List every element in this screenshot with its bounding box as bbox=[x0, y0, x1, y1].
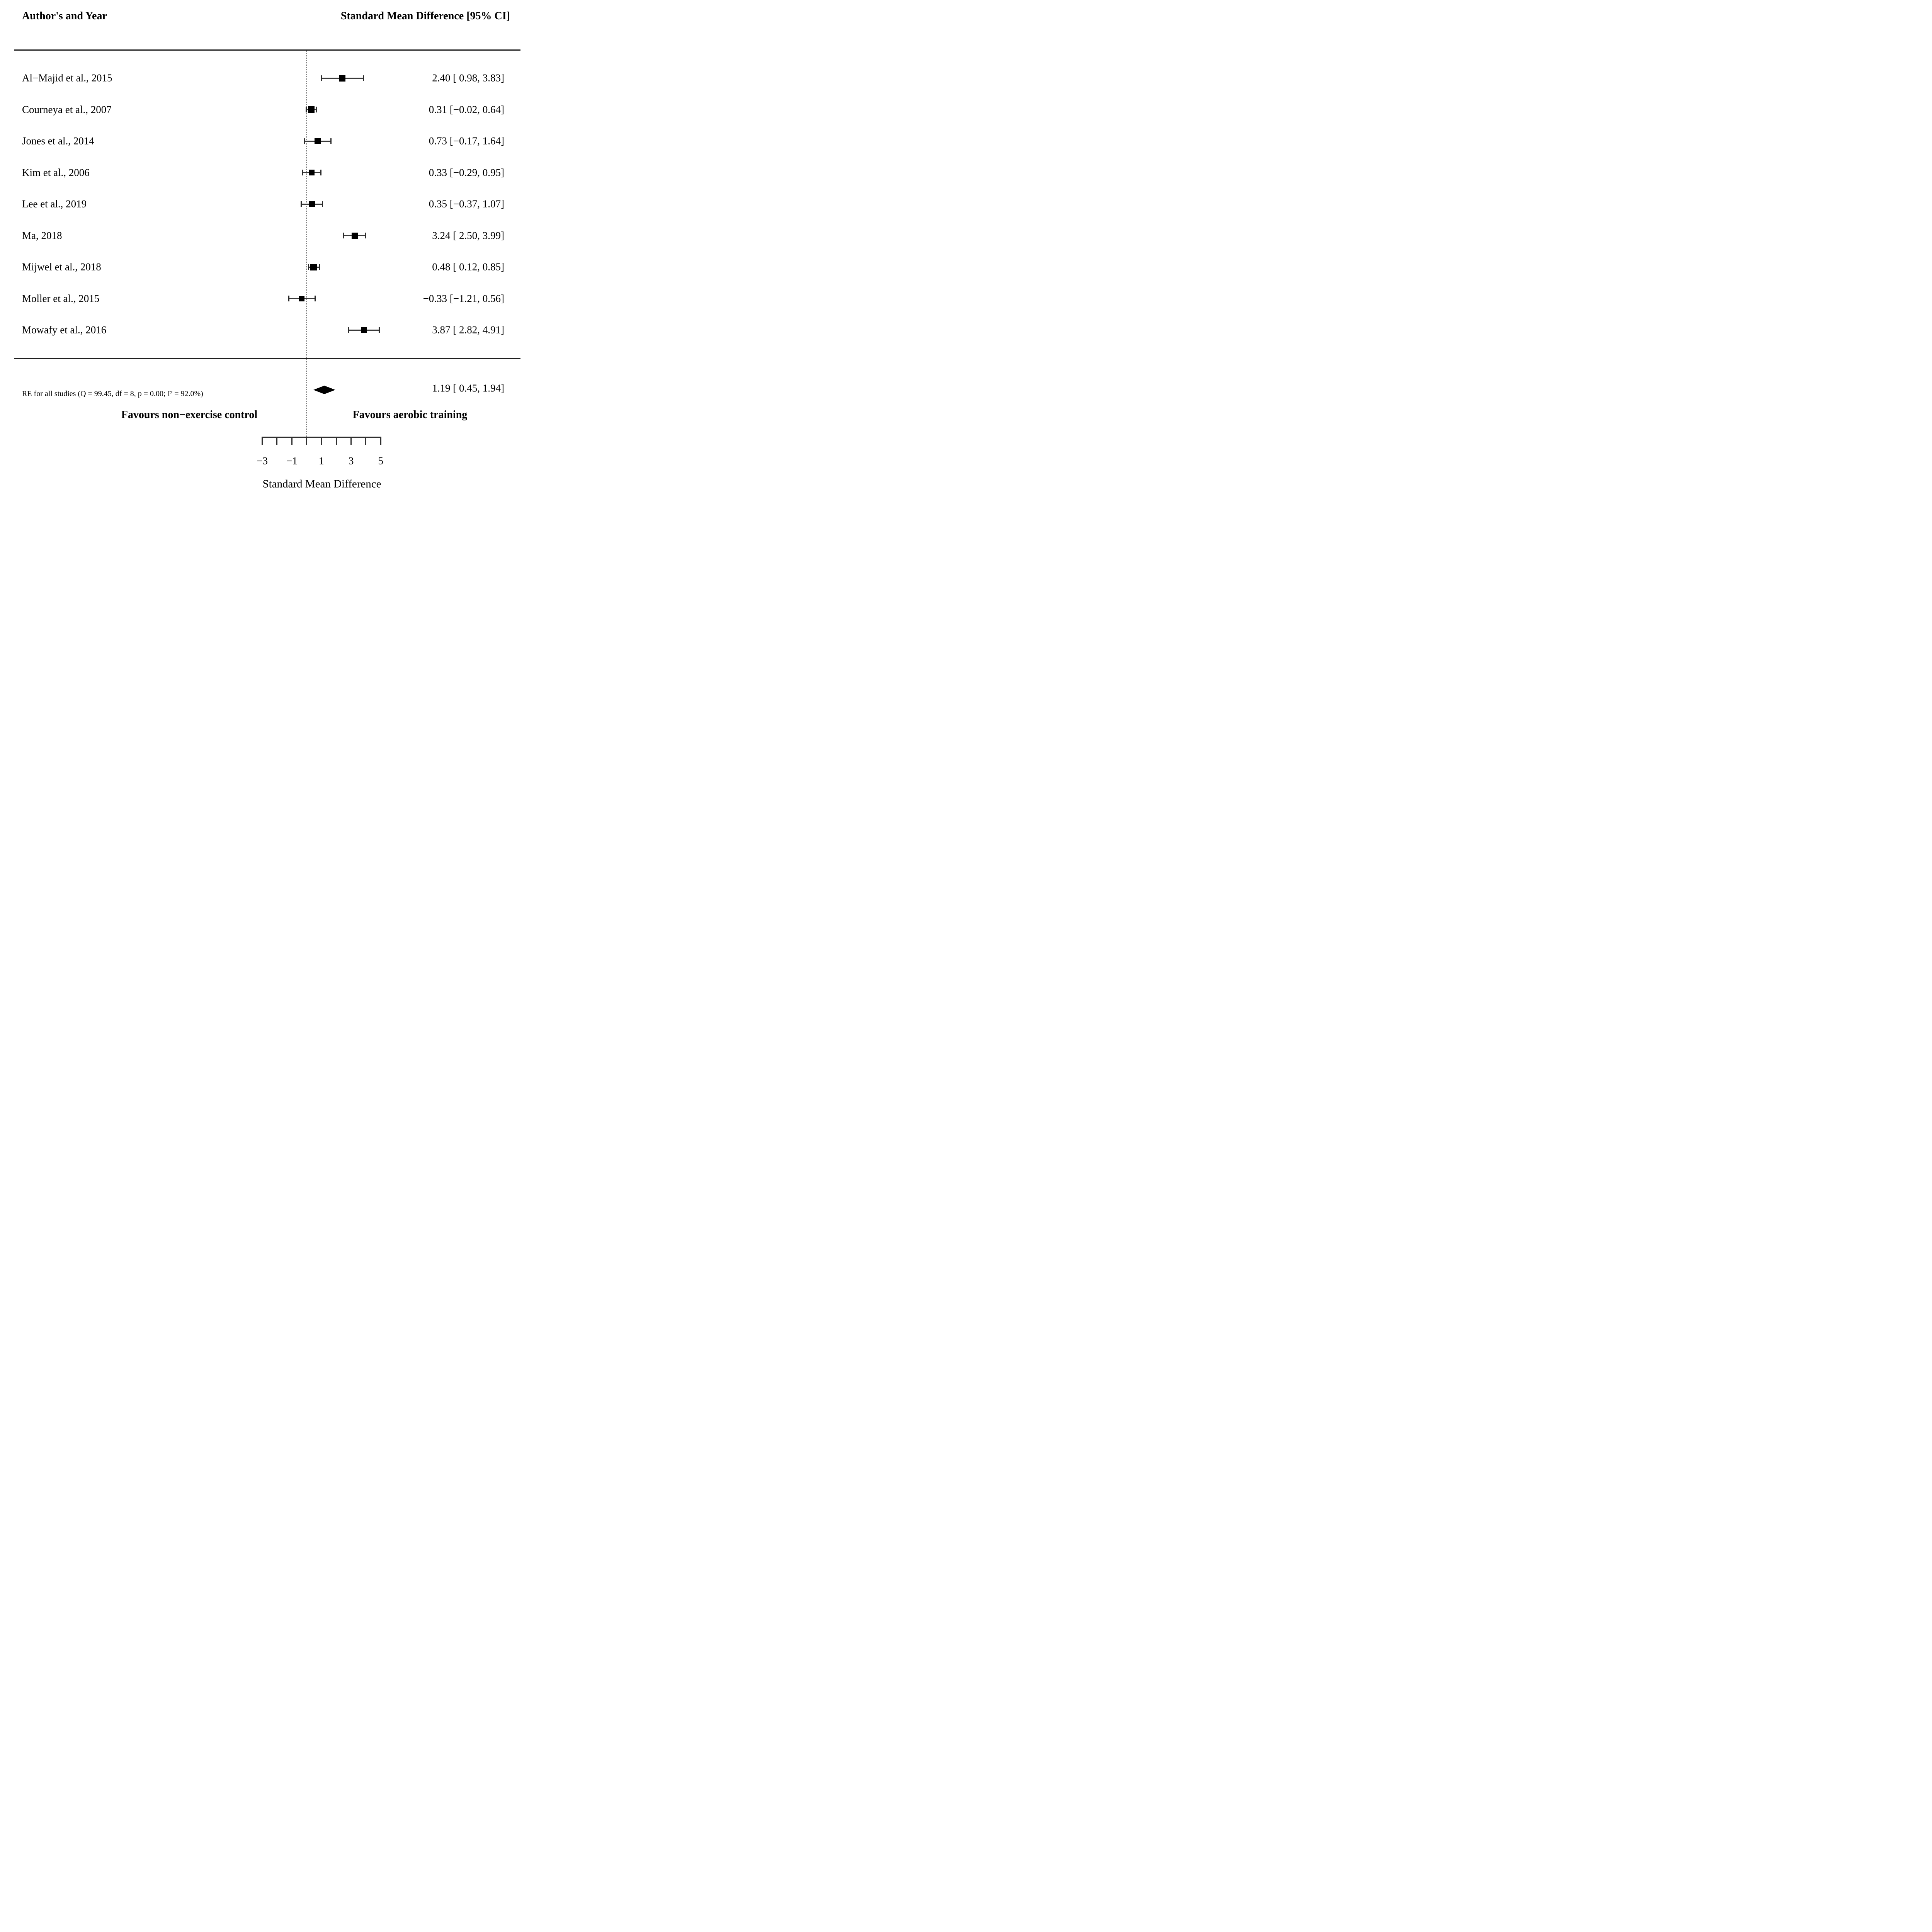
axis-tick bbox=[335, 438, 337, 445]
ci-cap-left bbox=[320, 75, 322, 81]
estimate-ci-text: 0.35 [−0.37, 1.07] bbox=[429, 198, 504, 210]
estimate-marker bbox=[351, 232, 358, 239]
estimate-marker bbox=[314, 138, 321, 144]
ci-cap-right bbox=[314, 296, 316, 301]
forest-plot: Author's and Year Standard Mean Differen… bbox=[0, 0, 538, 499]
study-label: Moller et al., 2015 bbox=[22, 293, 100, 304]
ci-cap-right bbox=[322, 201, 323, 207]
ci-cap-left bbox=[301, 170, 303, 175]
estimate-marker bbox=[308, 106, 315, 113]
estimate-marker bbox=[361, 327, 367, 333]
column-header-smd-ci: Standard Mean Difference [95% CI] bbox=[340, 10, 510, 22]
estimate-ci-text: 3.87 [ 2.82, 4.91] bbox=[432, 324, 504, 336]
estimate-ci-text: 2.40 [ 0.98, 3.83] bbox=[432, 72, 504, 84]
axis-tick-label: 3 bbox=[348, 455, 354, 467]
summary-diamond bbox=[313, 386, 335, 394]
ci-cap-left bbox=[300, 201, 302, 207]
ci-cap-left bbox=[288, 296, 289, 301]
ci-cap-right bbox=[318, 264, 320, 270]
study-label: Lee et al., 2019 bbox=[22, 198, 87, 210]
favours-left-label: Favours non−exercise control bbox=[121, 409, 258, 421]
axis-tick bbox=[276, 438, 278, 445]
ci-cap-right bbox=[365, 233, 367, 238]
axis-tick bbox=[365, 438, 367, 445]
axis-tick bbox=[306, 438, 308, 445]
estimate-ci-text: 0.33 [−0.29, 0.95] bbox=[429, 167, 504, 178]
ci-cap-left bbox=[308, 264, 309, 270]
study-label: Mowafy et al., 2016 bbox=[22, 324, 107, 336]
ci-cap-left bbox=[306, 107, 307, 112]
axis-tick-label: −1 bbox=[286, 455, 298, 467]
zero-reference-line bbox=[306, 51, 307, 437]
study-label: Mijwel et al., 2018 bbox=[22, 261, 101, 273]
x-axis-title: Standard Mean Difference bbox=[262, 478, 381, 490]
study-label: Ma, 2018 bbox=[22, 230, 62, 241]
study-label: Courneya et al., 2007 bbox=[22, 104, 112, 115]
estimate-marker bbox=[339, 75, 346, 82]
axis-tick-label: 5 bbox=[378, 455, 384, 467]
column-header-authors-year: Author's and Year bbox=[22, 10, 107, 22]
estimate-marker bbox=[310, 264, 317, 270]
estimate-ci-text: 3.24 [ 2.50, 3.99] bbox=[432, 230, 504, 241]
x-axis-bar bbox=[261, 437, 382, 438]
estimate-ci-text: 0.48 [ 0.12, 0.85] bbox=[432, 261, 504, 273]
ci-cap-right bbox=[315, 107, 317, 112]
summary-divider-rule bbox=[14, 358, 520, 359]
axis-tick bbox=[262, 438, 263, 445]
ci-cap-right bbox=[362, 75, 364, 81]
estimate-marker bbox=[308, 170, 315, 175]
axis-tick-label: 1 bbox=[319, 455, 324, 467]
estimate-ci-text: 0.73 [−0.17, 1.64] bbox=[429, 135, 504, 147]
ci-cap-right bbox=[379, 327, 380, 333]
summary-estimate-text: 1.19 [ 0.45, 1.94] bbox=[432, 382, 504, 394]
axis-tick bbox=[291, 438, 293, 445]
ci-cap-left bbox=[343, 233, 344, 238]
axis-tick bbox=[380, 438, 381, 445]
estimate-marker bbox=[299, 296, 304, 301]
study-label: Al−Majid et al., 2015 bbox=[22, 72, 112, 84]
ci-cap-right bbox=[320, 170, 321, 175]
axis-tick bbox=[350, 438, 352, 445]
study-label: Kim et al., 2006 bbox=[22, 167, 90, 178]
study-label: Jones et al., 2014 bbox=[22, 135, 94, 147]
estimate-marker bbox=[309, 201, 315, 207]
favours-right-label: Favours aerobic training bbox=[352, 409, 468, 421]
axis-tick bbox=[321, 438, 322, 445]
axis-tick-label: −3 bbox=[257, 455, 268, 467]
estimate-ci-text: −0.33 [−1.21, 0.56] bbox=[423, 293, 504, 304]
estimate-ci-text: 0.31 [−0.02, 0.64] bbox=[429, 104, 504, 115]
header-divider-rule bbox=[14, 49, 520, 51]
ci-cap-right bbox=[330, 138, 332, 144]
ci-cap-left bbox=[348, 327, 349, 333]
ci-cap-left bbox=[303, 138, 305, 144]
summary-re-label: RE for all studies (Q = 99.45, df = 8, p… bbox=[22, 389, 203, 398]
